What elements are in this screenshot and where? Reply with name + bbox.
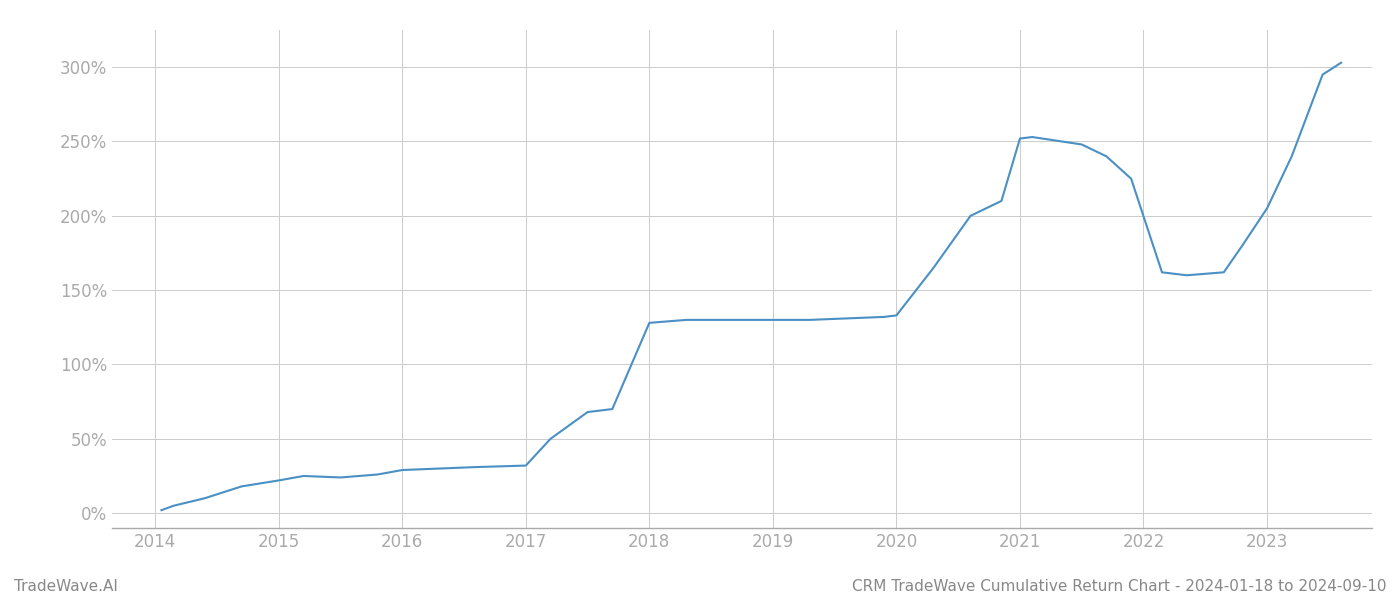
Text: TradeWave.AI: TradeWave.AI	[14, 579, 118, 594]
Text: CRM TradeWave Cumulative Return Chart - 2024-01-18 to 2024-09-10: CRM TradeWave Cumulative Return Chart - …	[851, 579, 1386, 594]
